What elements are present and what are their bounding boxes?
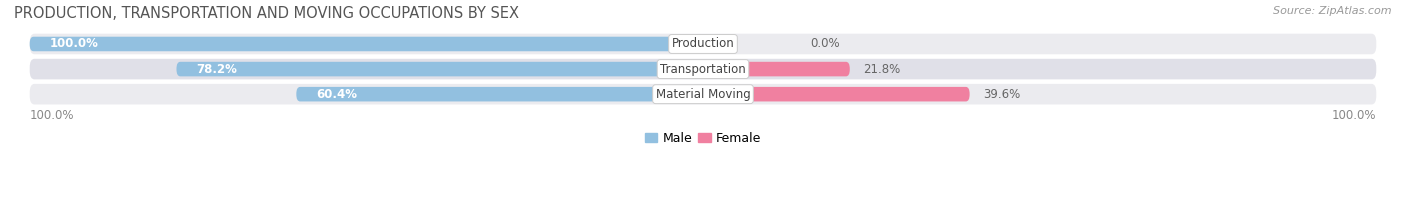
Text: PRODUCTION, TRANSPORTATION AND MOVING OCCUPATIONS BY SEX: PRODUCTION, TRANSPORTATION AND MOVING OC… bbox=[14, 6, 519, 21]
FancyBboxPatch shape bbox=[30, 84, 1376, 104]
FancyBboxPatch shape bbox=[30, 34, 1376, 54]
Text: 100.0%: 100.0% bbox=[30, 109, 75, 122]
Text: 100.0%: 100.0% bbox=[49, 37, 98, 50]
FancyBboxPatch shape bbox=[30, 59, 1376, 79]
FancyBboxPatch shape bbox=[177, 62, 703, 76]
Legend: Male, Female: Male, Female bbox=[640, 127, 766, 150]
Text: Material Moving: Material Moving bbox=[655, 88, 751, 101]
FancyBboxPatch shape bbox=[297, 87, 703, 101]
FancyBboxPatch shape bbox=[30, 37, 703, 51]
Text: 21.8%: 21.8% bbox=[863, 63, 900, 76]
Text: 78.2%: 78.2% bbox=[197, 63, 238, 76]
Text: 0.0%: 0.0% bbox=[811, 37, 841, 50]
FancyBboxPatch shape bbox=[703, 62, 849, 76]
Text: 60.4%: 60.4% bbox=[316, 88, 357, 101]
Text: 100.0%: 100.0% bbox=[1331, 109, 1376, 122]
Text: 39.6%: 39.6% bbox=[983, 88, 1021, 101]
Text: Transportation: Transportation bbox=[661, 63, 745, 76]
Text: Source: ZipAtlas.com: Source: ZipAtlas.com bbox=[1274, 6, 1392, 16]
FancyBboxPatch shape bbox=[703, 87, 970, 101]
Text: Production: Production bbox=[672, 37, 734, 50]
